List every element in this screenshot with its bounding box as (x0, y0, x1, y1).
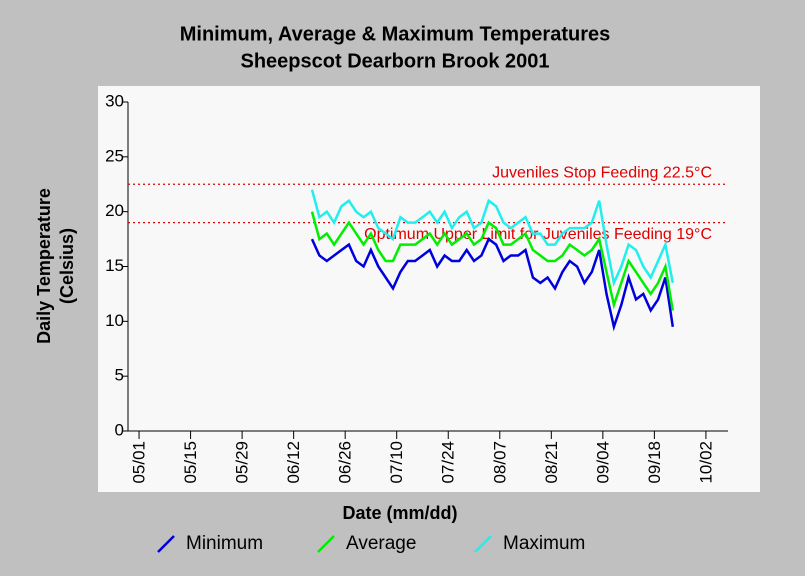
x-tick-label: 05/15 (181, 441, 200, 484)
legend-swatch (317, 535, 335, 553)
legend-label: Average (346, 533, 416, 554)
x-tick-label: 08/21 (542, 441, 561, 484)
y-axis-label: (Celsius) (57, 228, 77, 304)
legend-swatch (474, 535, 492, 553)
y-tick-label: 20 (105, 201, 124, 220)
x-axis-label: Date (mm/dd) (342, 503, 457, 523)
x-tick-label: 10/02 (696, 441, 715, 484)
reference-label: Juveniles Stop Feeding 22.5°C (492, 164, 712, 181)
x-tick-label: 09/04 (593, 441, 612, 484)
y-tick-label: 25 (105, 146, 124, 165)
y-tick-label: 0 (115, 420, 124, 439)
y-tick-label: 15 (105, 256, 124, 275)
plot-panel (98, 86, 760, 492)
data-line (310, 237, 675, 332)
data-line (310, 189, 675, 288)
chart-title: Minimum, Average & Maximum Temperatures (180, 23, 611, 45)
legend-label: Minimum (186, 533, 263, 554)
x-tick-label: 07/24 (439, 441, 458, 484)
y-axis-label: Daily Temperature (34, 188, 54, 344)
chart-subtitle: Sheepscot Dearborn Brook 2001 (241, 50, 550, 72)
x-tick-label: 08/07 (490, 441, 509, 484)
y-tick-label: 30 (105, 91, 124, 110)
x-tick-label: 05/29 (233, 441, 252, 484)
legend-swatch (157, 535, 175, 553)
x-tick-label: 09/18 (645, 441, 664, 484)
y-tick-label: 5 (115, 366, 124, 385)
x-tick-label: 07/10 (387, 441, 406, 484)
legend-label: Maximum (503, 533, 585, 554)
x-tick-label: 05/01 (130, 441, 149, 484)
y-tick-label: 10 (105, 311, 124, 330)
x-tick-label: 06/26 (336, 441, 355, 484)
data-line (310, 211, 675, 311)
x-tick-label: 06/12 (284, 441, 303, 484)
